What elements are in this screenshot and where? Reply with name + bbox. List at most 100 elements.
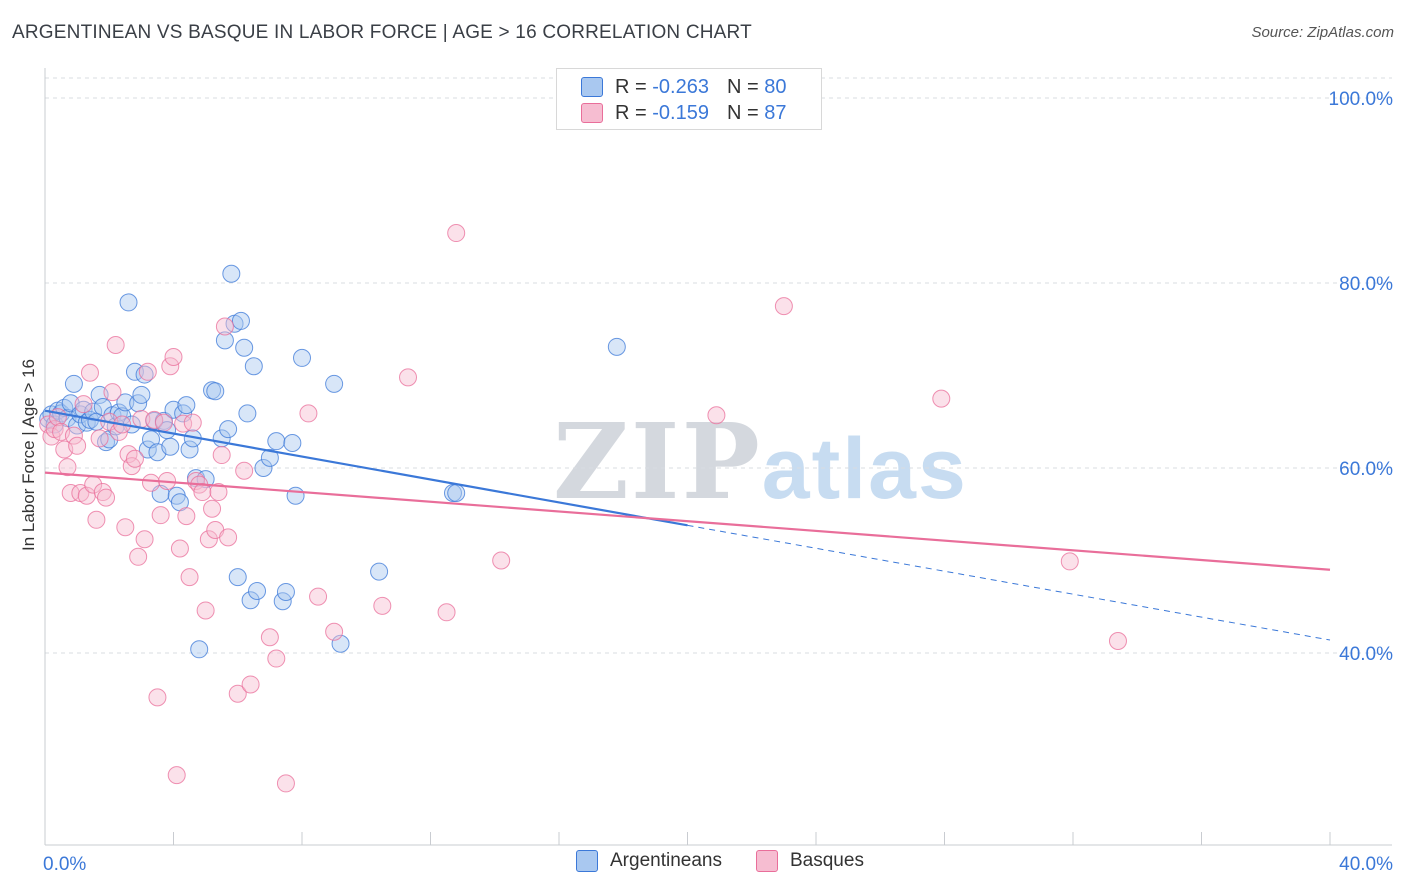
point-basques <box>447 224 466 243</box>
r-label: R = <box>615 75 647 98</box>
point-argentineans <box>248 582 267 601</box>
point-argentineans <box>447 483 466 502</box>
point-basques <box>193 483 212 502</box>
point-argentineans <box>161 437 180 456</box>
point-basques <box>174 414 193 433</box>
watermark-atlas: atlas <box>761 421 968 517</box>
point-argentineans <box>64 374 83 393</box>
point-basques <box>97 488 116 507</box>
r-value: -0.159 <box>652 101 709 124</box>
point-basques <box>119 445 138 464</box>
point-basques <box>203 499 222 518</box>
point-argentineans <box>276 582 295 601</box>
trend-lines <box>44 409 1331 641</box>
point-basques <box>241 675 260 694</box>
correlation-legend: R = -0.263 N = 80 R = -0.159 N = 87 <box>556 68 822 130</box>
legend-swatch-pink <box>756 850 778 872</box>
trend-line-argentineans <box>44 409 688 527</box>
point-basques <box>932 389 951 408</box>
point-basques <box>260 628 279 647</box>
point-argentineans <box>228 568 247 587</box>
point-argentineans <box>260 448 279 467</box>
point-basques <box>80 363 99 382</box>
y-tick-label: 80.0% <box>1339 274 1393 295</box>
trend-line-basques <box>44 471 1331 571</box>
point-argentineans <box>180 440 199 459</box>
legend-label-argentineans: Argentineans <box>610 850 722 871</box>
r-label: R = <box>615 101 647 124</box>
n-label: N = <box>726 75 759 98</box>
n-value: 80 <box>764 75 787 98</box>
point-argentineans <box>135 365 154 384</box>
point-basques <box>228 684 247 703</box>
legend-label-basques: Basques <box>790 850 864 871</box>
point-basques <box>170 539 189 558</box>
x-tick-label: 40.0% <box>1339 854 1393 875</box>
point-basques <box>58 458 77 477</box>
point-basques <box>135 530 154 549</box>
n-value: 87 <box>764 101 787 124</box>
series-legend: Argentineans Basques <box>0 850 1406 878</box>
point-basques <box>138 362 157 381</box>
legend-item-argentineans[interactable]: Argentineans <box>576 850 722 872</box>
point-basques <box>196 601 215 620</box>
point-argentineans <box>132 385 151 404</box>
point-argentineans <box>286 486 305 505</box>
chart-title: ARGENTINEAN VS BASQUE IN LABOR FORCE | A… <box>12 22 752 43</box>
point-argentineans <box>55 398 74 417</box>
point-argentineans <box>607 337 626 356</box>
point-argentineans <box>283 434 302 453</box>
point-basques <box>164 348 183 366</box>
point-argentineans <box>254 459 273 477</box>
point-argentineans <box>267 432 286 451</box>
legend-row-basques: R = -0.159 N = 87 <box>581 101 786 125</box>
point-basques <box>437 603 456 622</box>
point-basques <box>148 688 167 707</box>
point-basques <box>154 413 173 432</box>
point-basques <box>103 383 122 402</box>
point-basques <box>373 596 392 615</box>
point-basques <box>276 774 295 793</box>
legend-item-basques[interactable]: Basques <box>756 850 864 872</box>
point-argentineans <box>206 382 225 401</box>
point-basques <box>87 510 106 529</box>
point-basques <box>106 335 125 354</box>
point-argentineans <box>293 348 311 367</box>
point-basques <box>774 297 793 316</box>
point-basques <box>267 649 286 668</box>
point-basques <box>180 568 199 587</box>
point-basques <box>183 413 202 432</box>
watermark-zip: ZIP <box>553 400 762 523</box>
point-basques <box>707 406 726 425</box>
point-argentineans <box>235 338 254 357</box>
point-basques <box>151 506 170 525</box>
point-basques <box>116 518 135 537</box>
legend-swatch-blue <box>576 850 598 872</box>
point-basques <box>309 587 328 606</box>
x-tick-label: 0.0% <box>43 854 86 875</box>
y-tick-label: 100.0% <box>1329 89 1394 110</box>
point-basques <box>142 473 161 492</box>
point-basques <box>492 551 511 570</box>
y-tick-label: 60.0% <box>1339 459 1393 480</box>
point-basques <box>1060 552 1079 571</box>
point-basques <box>299 404 318 423</box>
point-basques <box>64 426 83 445</box>
point-argentineans <box>325 374 344 393</box>
data-points <box>39 224 1127 793</box>
point-argentineans <box>244 357 263 376</box>
point-basques <box>219 528 238 547</box>
n-label: N = <box>726 101 759 124</box>
watermark: ZIPatlas <box>553 400 968 523</box>
point-argentineans <box>119 293 138 312</box>
point-basques <box>325 622 344 641</box>
trend-line-argentineans-extension <box>687 524 1331 641</box>
point-argentineans <box>222 264 241 283</box>
point-argentineans <box>370 562 389 581</box>
source-label: Source: ZipAtlas.com <box>1251 24 1394 41</box>
legend-swatch-blue <box>581 77 603 97</box>
point-basques <box>1108 631 1127 650</box>
point-basques <box>209 483 228 502</box>
point-basques <box>199 530 218 549</box>
point-argentineans <box>190 640 209 659</box>
